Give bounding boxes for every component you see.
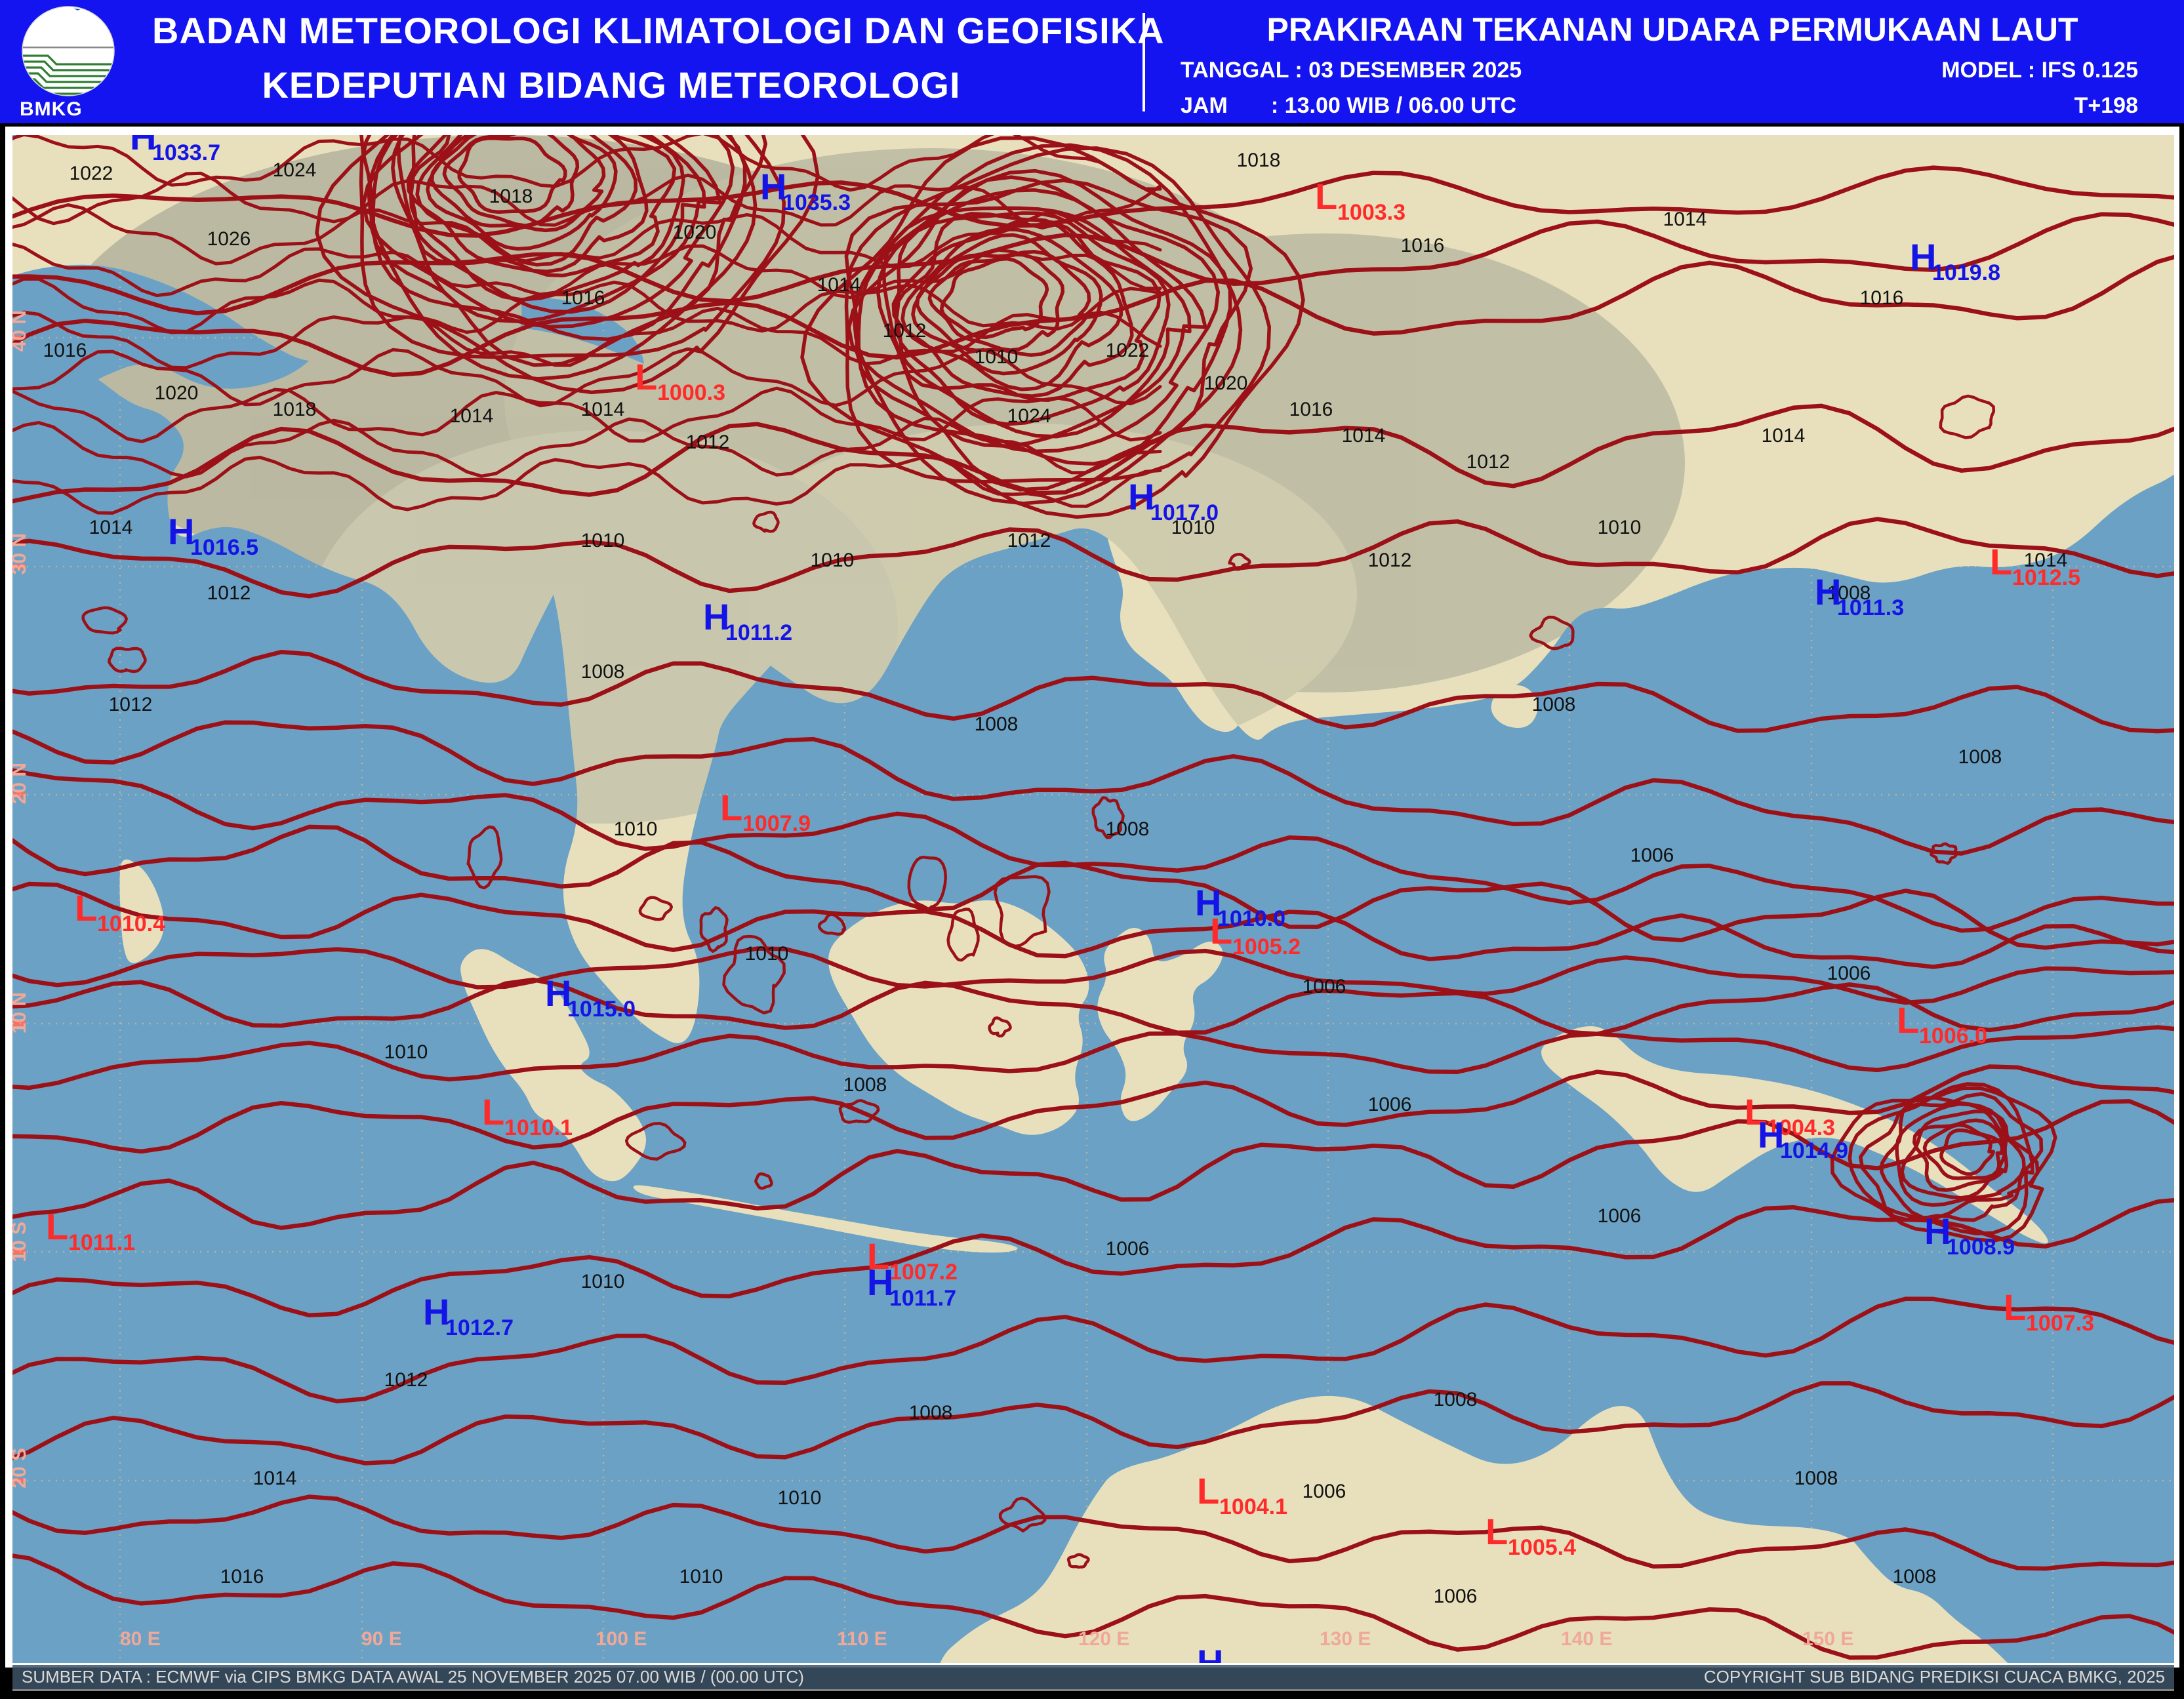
svg-text:1014: 1014 (1663, 209, 1707, 230)
svg-text:L: L (1990, 541, 2012, 582)
svg-text:1012.5: 1012.5 (2012, 565, 2080, 590)
svg-text:1022: 1022 (70, 163, 113, 184)
svg-text:1014: 1014 (817, 274, 861, 296)
svg-text:1018: 1018 (489, 186, 533, 207)
svg-text:1008: 1008 (1532, 694, 1576, 715)
svg-text:1020: 1020 (673, 222, 717, 243)
svg-text:1010.4: 1010.4 (97, 911, 165, 936)
svg-text:1024: 1024 (273, 159, 317, 181)
svg-text:1011.3: 1011.3 (1837, 595, 1904, 620)
svg-text:L: L (75, 887, 97, 929)
svg-text:1010: 1010 (745, 943, 789, 965)
svg-text:1016: 1016 (1860, 287, 1904, 309)
svg-text:1011.2: 1011.2 (725, 620, 792, 645)
svg-text:1016: 1016 (1289, 399, 1333, 420)
svg-text:L: L (2004, 1287, 2026, 1328)
svg-text:L: L (1210, 910, 1232, 951)
svg-text:1005.4: 1005.4 (1508, 1535, 1576, 1560)
svg-text:1012: 1012 (207, 582, 251, 604)
svg-text:H: H (1197, 1642, 1223, 1663)
svg-text:1006: 1006 (1303, 976, 1346, 997)
svg-text:1007.2: 1007.2 (889, 1260, 958, 1285)
svg-text:1008: 1008 (1958, 746, 2002, 768)
svg-text:1008: 1008 (1434, 1389, 1478, 1410)
svg-text:1016: 1016 (1401, 235, 1445, 256)
svg-text:1012: 1012 (384, 1369, 428, 1391)
svg-text:1012: 1012 (1007, 530, 1051, 551)
svg-text:1016: 1016 (561, 287, 605, 309)
svg-text:1018: 1018 (273, 399, 317, 420)
svg-text:L: L (1897, 999, 1919, 1041)
svg-text:1016: 1016 (220, 1566, 264, 1588)
svg-text:1008.9: 1008.9 (1947, 1235, 2015, 1260)
svg-text:1016: 1016 (43, 340, 87, 361)
svg-text:1015.0: 1015.0 (567, 997, 636, 1022)
svg-text:1008: 1008 (1794, 1468, 1838, 1489)
svg-text:1006: 1006 (1434, 1586, 1478, 1607)
svg-text:1024: 1024 (1007, 405, 1051, 427)
svg-text:1003.3: 1003.3 (1337, 200, 1405, 225)
svg-text:1008: 1008 (1106, 818, 1150, 840)
svg-text:1007.9: 1007.9 (742, 811, 811, 836)
svg-text:1012: 1012 (1368, 550, 1412, 571)
svg-text:1010: 1010 (1598, 517, 1642, 538)
svg-text:L: L (482, 1091, 504, 1132)
svg-text:1014: 1014 (450, 405, 494, 427)
svg-text:1008: 1008 (909, 1402, 953, 1424)
svg-text:1012.7: 1012.7 (445, 1315, 514, 1340)
svg-text:1016.5: 1016.5 (190, 535, 258, 560)
svg-text:L: L (1486, 1511, 1508, 1552)
svg-text:1010: 1010 (679, 1566, 723, 1588)
svg-text:1014: 1014 (1762, 425, 1806, 447)
svg-text:L: L (720, 787, 742, 828)
svg-text:1006: 1006 (1303, 1481, 1346, 1502)
svg-text:1011.7: 1011.7 (889, 1286, 956, 1311)
svg-text:1012: 1012 (883, 320, 927, 342)
svg-text:1008: 1008 (581, 661, 625, 683)
svg-text:1033.7: 1033.7 (152, 140, 220, 165)
svg-text:L: L (1315, 176, 1337, 217)
svg-text:1020: 1020 (1204, 372, 1248, 394)
svg-text:L: L (1197, 1470, 1219, 1511)
svg-text:1006: 1006 (1106, 1238, 1150, 1260)
svg-text:1007.3: 1007.3 (2026, 1311, 2094, 1336)
svg-text:1022: 1022 (1106, 340, 1150, 361)
svg-text:1012: 1012 (109, 694, 153, 715)
svg-text:1014: 1014 (253, 1468, 297, 1489)
svg-text:1010: 1010 (811, 550, 855, 571)
svg-text:1017.0: 1017.0 (1150, 500, 1219, 525)
svg-text:1012: 1012 (1466, 451, 1510, 473)
svg-text:1008: 1008 (1893, 1566, 1937, 1588)
svg-text:1006: 1006 (1827, 963, 1871, 984)
svg-text:L: L (635, 356, 657, 397)
svg-text:1010: 1010 (614, 818, 658, 840)
svg-text:1005.2: 1005.2 (1232, 934, 1301, 959)
svg-text:1035.3: 1035.3 (782, 190, 851, 215)
svg-text:1000.3: 1000.3 (657, 380, 725, 405)
svg-text:1008: 1008 (843, 1074, 887, 1096)
svg-text:1011.1: 1011.1 (68, 1230, 135, 1255)
svg-text:1006: 1006 (1598, 1205, 1642, 1227)
svg-text:1006.0: 1006.0 (1919, 1024, 1987, 1049)
svg-text:1010: 1010 (581, 1271, 625, 1292)
svg-text:1010: 1010 (581, 530, 625, 551)
svg-text:1010: 1010 (778, 1487, 822, 1509)
svg-text:1010: 1010 (384, 1041, 428, 1063)
svg-text:1020: 1020 (155, 382, 199, 404)
svg-text:1006: 1006 (1368, 1094, 1412, 1115)
svg-text:1018: 1018 (1237, 150, 1281, 171)
svg-text:1019.8: 1019.8 (1932, 260, 2000, 285)
svg-text:1026: 1026 (207, 228, 251, 250)
svg-text:1014: 1014 (581, 399, 625, 420)
svg-text:1008: 1008 (975, 713, 1019, 735)
svg-text:1010: 1010 (975, 346, 1019, 368)
svg-text:1014: 1014 (1342, 425, 1386, 447)
svg-text:1010.1: 1010.1 (504, 1115, 573, 1140)
svg-text:1014.9: 1014.9 (1780, 1138, 1848, 1163)
svg-text:1004.1: 1004.1 (1219, 1494, 1287, 1519)
svg-text:1006: 1006 (1630, 845, 1674, 866)
svg-text:1014: 1014 (89, 517, 133, 538)
svg-text:1012: 1012 (686, 431, 730, 453)
svg-text:L: L (46, 1206, 68, 1247)
